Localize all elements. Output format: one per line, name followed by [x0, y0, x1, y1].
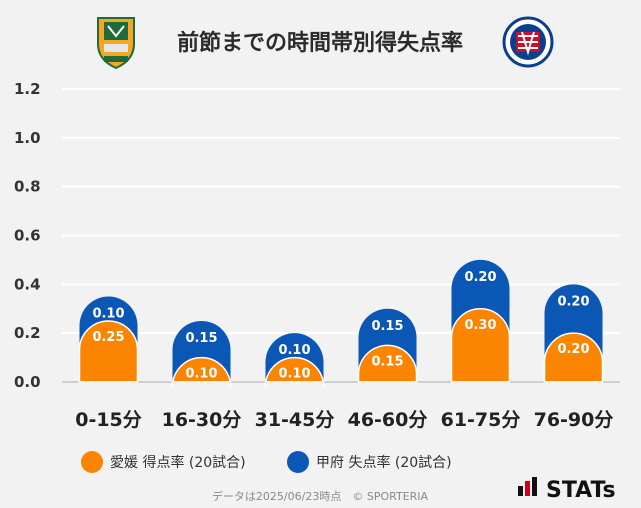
legend-kofu-label: 甲府 失点率 (20試合)	[316, 454, 452, 471]
bar-ehime	[543, 332, 604, 383]
legend-ehime-label: 愛媛 得点率 (20試合)	[110, 454, 246, 471]
bar-ehime	[171, 356, 232, 387]
bar-base-cover	[450, 381, 511, 384]
bar-base-cover	[171, 381, 232, 384]
bar-base-cover	[78, 381, 139, 384]
stats-logo: STATs	[518, 477, 616, 503]
y-tick-label: 0.2	[14, 324, 41, 342]
data-label-kofu: 0.10	[92, 307, 124, 322]
legend-ehime-marker	[81, 451, 103, 473]
bar-base-cover	[543, 381, 604, 384]
kofu-crest-icon	[502, 16, 554, 68]
data-label-ehime: 0.25	[92, 330, 124, 345]
y-tick-label: 1.0	[14, 129, 41, 147]
bar-ehime	[450, 308, 511, 383]
data-label-kofu: 0.20	[464, 270, 496, 285]
legend: 愛媛 得点率 (20試合) 甲府 失点率 (20試合)	[81, 451, 452, 473]
data-label-kofu: 0.15	[185, 331, 217, 346]
x-category-label: 16-30分	[162, 409, 242, 431]
ehime-crest-icon	[97, 17, 135, 70]
chart-title: 前節までの時間帯別得失点率	[177, 30, 463, 56]
x-category-label: 76-90分	[534, 409, 614, 431]
data-label-ehime: 0.15	[371, 354, 403, 369]
x-category-label: 31-45分	[255, 409, 335, 431]
data-label-kofu: 0.10	[278, 343, 310, 358]
bar-ehime	[264, 356, 325, 387]
data-label-kofu: 0.20	[557, 294, 589, 309]
stats-wordmark: STATs	[546, 478, 616, 503]
data-label-ehime: 0.10	[185, 367, 217, 382]
y-tick-label: 1.2	[14, 80, 41, 98]
x-category-label: 0-15分	[75, 409, 142, 431]
footer-note: データは2025/06/23時点 © SPORTERIA	[212, 489, 429, 503]
y-tick-label: 0.4	[14, 275, 41, 293]
stats-bar-icon	[525, 481, 530, 496]
bar-base-cover	[357, 381, 418, 384]
legend-kofu-marker	[287, 451, 309, 473]
data-label-ehime: 0.30	[464, 318, 496, 333]
x-category-label: 61-75分	[441, 409, 521, 431]
bar-ehime	[78, 320, 139, 383]
y-tick-label: 0.6	[14, 227, 41, 245]
data-label-kofu: 0.15	[371, 319, 403, 334]
y-tick-label: 0.0	[14, 373, 41, 391]
data-label-ehime: 0.10	[278, 367, 310, 382]
data-label-ehime: 0.20	[557, 342, 589, 357]
bar-base-cover	[264, 381, 325, 384]
x-category-label: 46-60分	[348, 409, 428, 431]
stats-bar-icon	[518, 486, 523, 496]
stats-bar-icon	[532, 477, 537, 496]
y-tick-label: 0.8	[14, 178, 41, 196]
bar-ehime	[357, 344, 418, 383]
